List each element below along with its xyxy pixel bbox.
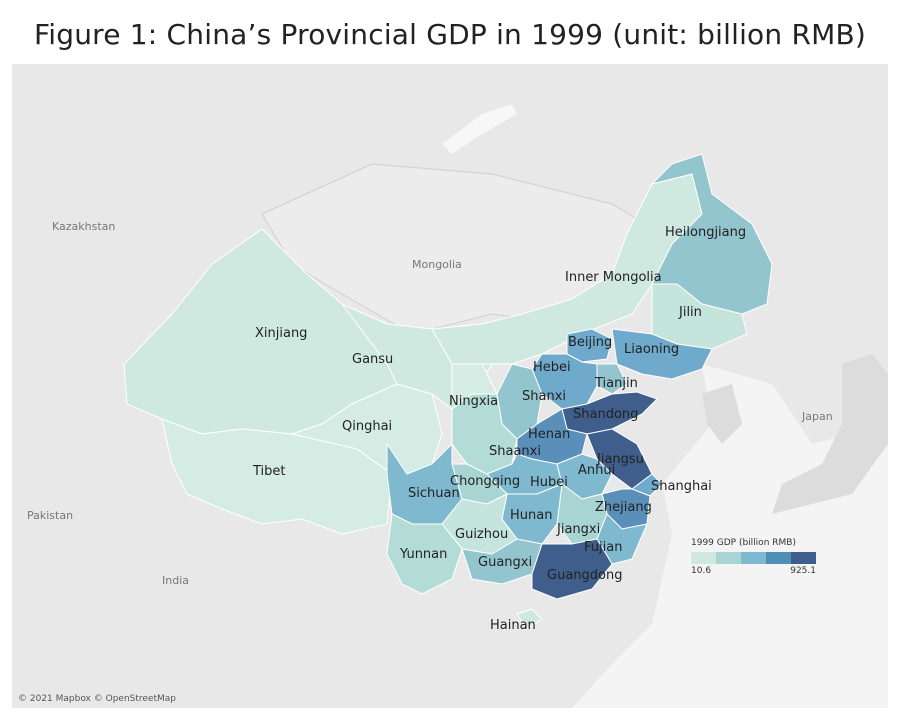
legend-swatch bbox=[716, 552, 741, 564]
province-layer[interactable] bbox=[123, 153, 773, 630]
label-heilongjiang: Heilongjiang bbox=[665, 225, 746, 240]
province-qinghai[interactable] bbox=[290, 383, 443, 475]
province-yunnan[interactable] bbox=[386, 513, 463, 595]
legend-title: 1999 GDP (billion RMB) bbox=[691, 538, 796, 548]
label-jiangsu: Jiangsu bbox=[596, 452, 644, 467]
label-qinghai: Qinghai bbox=[342, 419, 392, 434]
gdp-legend: 1999 GDP (billion RMB) 10.6 925.1 bbox=[691, 538, 816, 576]
label-henan: Henan bbox=[528, 427, 570, 442]
label-kazakhstan: Kazakhstan bbox=[52, 220, 115, 233]
label-gansu: Gansu bbox=[352, 352, 393, 367]
lake-icon bbox=[442, 104, 517, 154]
label-hainan: Hainan bbox=[490, 618, 536, 633]
label-guangdong: Guangdong bbox=[547, 568, 622, 583]
label-tibet: Tibet bbox=[252, 464, 286, 479]
label-tianjin: Tianjin bbox=[594, 376, 638, 391]
label-hebei: Hebei bbox=[533, 360, 571, 375]
label-xinjiang: Xinjiang bbox=[255, 326, 307, 341]
label-beijing: Beijing bbox=[568, 335, 612, 350]
figure-title: Figure 1: China’s Provincial GDP in 1999… bbox=[34, 18, 866, 51]
label-chongqing: Chongqing bbox=[450, 474, 520, 489]
label-hunan: Hunan bbox=[510, 508, 552, 523]
label-shaanxi: Shaanxi bbox=[489, 444, 541, 459]
legend-max-label: 925.1 bbox=[790, 566, 816, 576]
province-guangdong[interactable] bbox=[531, 538, 613, 600]
label-ningxia: Ningxia bbox=[449, 394, 498, 409]
province-tibet[interactable] bbox=[161, 418, 393, 535]
label-shanxi: Shanxi bbox=[522, 389, 566, 404]
legend-swatch bbox=[791, 552, 816, 564]
legend-color-scale bbox=[691, 552, 816, 564]
label-pakistan: Pakistan bbox=[27, 509, 73, 522]
map-svg[interactable]: Kazakhstan Mongolia Japan Pakistan India… bbox=[12, 64, 888, 708]
legend-min-label: 10.6 bbox=[691, 566, 712, 576]
legend-swatch bbox=[691, 552, 716, 564]
legend-swatch bbox=[741, 552, 766, 564]
label-guangxi: Guangxi bbox=[478, 555, 532, 570]
label-inner-mongolia: Inner Mongolia bbox=[565, 270, 662, 285]
province-hainan[interactable] bbox=[516, 608, 543, 630]
legend-swatch bbox=[766, 552, 791, 564]
sea-area bbox=[572, 364, 888, 708]
label-guizhou: Guizhou bbox=[455, 527, 508, 542]
label-hubei: Hubei bbox=[530, 475, 568, 490]
japan-landmass bbox=[772, 354, 888, 514]
label-yunnan: Yunnan bbox=[399, 547, 447, 562]
label-liaoning: Liaoning bbox=[624, 342, 679, 357]
label-shanghai: Shanghai bbox=[651, 479, 712, 494]
label-zhejiang: Zhejiang bbox=[595, 500, 652, 515]
label-shandong: Shandong bbox=[573, 407, 638, 422]
label-japan: Japan bbox=[801, 410, 833, 423]
label-sichuan: Sichuan bbox=[408, 486, 460, 501]
label-jilin: Jilin bbox=[678, 305, 702, 320]
province-liaoning[interactable] bbox=[611, 328, 713, 380]
map-canvas[interactable]: Kazakhstan Mongolia Japan Pakistan India… bbox=[12, 64, 888, 708]
label-fujian: Fujian bbox=[584, 540, 622, 555]
label-anhui: Anhui bbox=[578, 463, 615, 478]
label-india: India bbox=[162, 574, 189, 587]
map-attribution: © 2021 Mapbox © OpenStreetMap bbox=[18, 694, 176, 704]
label-mongolia: Mongolia bbox=[412, 258, 462, 271]
label-jiangxi: Jiangxi bbox=[556, 522, 600, 537]
korea-landmass bbox=[702, 384, 742, 444]
